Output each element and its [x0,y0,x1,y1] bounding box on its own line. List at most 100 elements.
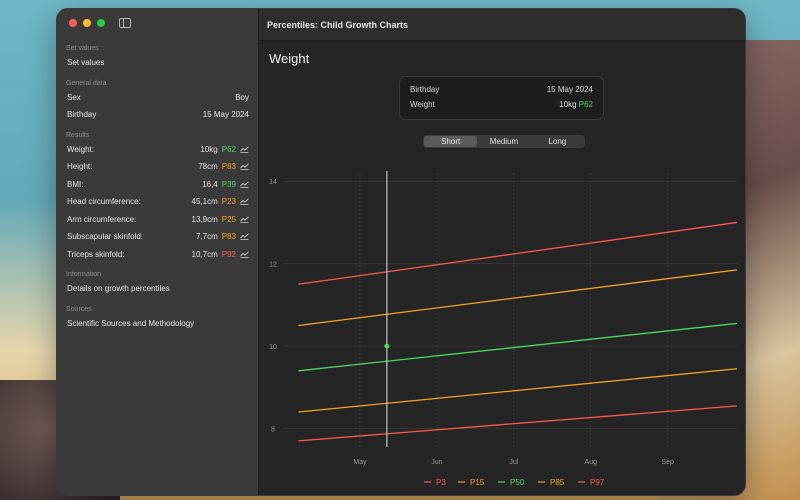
sidebar-item-result[interactable]: Weight: 10kg P62 [57,141,258,159]
info-card: Birthday 15 May 2024 Weight 10kg P62 [399,76,604,120]
results-list: Weight: 10kg P62 Height: 78cm P83 BMI: 16,4 P39 H… [57,141,258,264]
y-tick-label: 12 [269,262,277,269]
sidebar-item-label: Scientific Sources and Methodology [67,318,195,328]
row-value: 15 May 2024 [202,110,249,120]
maximize-window-button[interactable] [97,19,105,27]
result-value: 13,9cm [191,214,218,224]
sidebar-item-result[interactable]: Arm circumference: 13,9cm P25 [57,211,258,229]
x-tick-label: Jun [431,459,442,466]
result-value: 78cm [198,162,218,172]
row-value: Boy [235,92,249,102]
window-title: Percentiles: Child Growth Charts [267,19,409,30]
result-value: 16,4 [202,179,218,189]
result-values: 78cm P83 [198,162,249,171]
measurement-point[interactable] [384,343,390,349]
sidebar-item-sources[interactable]: Scientific Sources and Methodology [57,315,258,333]
result-label: BMI: [67,179,84,189]
row-label: Birthday [67,110,97,120]
result-values: 45,1cm P23 [192,197,249,206]
info-label: Birthday [410,85,440,94]
result-values: 16,4 P39 [202,180,249,189]
result-value: 10,7cm [191,249,218,259]
result-value: 7,7cm [195,232,218,242]
sidebar-item-result[interactable]: Head circumference: 45,1cm P23 [57,193,258,211]
legend-item: P97 [590,478,605,487]
info-label: Weight [410,100,435,109]
legend-item: P50 [510,478,525,487]
percentile-badge: P62 [578,100,593,109]
sidebar-section-set-values: Set values Set values [57,43,258,72]
percentile-line-p50 [298,322,738,372]
sidebar-item-growth-details[interactable]: Details on growth percentiles [57,280,258,298]
result-value: 10kg [200,144,218,154]
chart-line-icon[interactable] [240,146,249,153]
close-window-button[interactable] [69,19,77,27]
section-header: Information [66,271,102,278]
chart-line-icon[interactable] [240,181,249,188]
chart-line-icon[interactable] [240,198,249,206]
legend-item: P85 [550,478,565,487]
percentile-badge: P25 [221,214,236,224]
percentile-line-p85 [298,269,738,327]
percentile-line-p15 [298,368,738,413]
traffic-lights [69,19,105,27]
info-value: 10kg [559,100,577,109]
chart-container: 8 10 12 14 May Jun Jul Aug Sep P3 P15 P50 P85 P97 [259,159,745,495]
chart-line-icon[interactable] [240,233,249,241]
sidebar-item-label: Set values [67,58,105,68]
chart-line-icon[interactable] [240,216,249,223]
minimize-window-button[interactable] [83,19,91,27]
info-card-birthday-row: Birthday 15 May 2024 [410,82,593,97]
sidebar-item-birthday[interactable]: Birthday 15 May 2024 [57,106,258,124]
result-label: Triceps skinfold: [67,249,125,259]
sidebar-item-result[interactable]: Height: 78cm P83 [57,158,258,176]
page-title: Weight [269,51,310,66]
result-label: Height: [67,162,93,172]
x-tick-label: May [353,459,367,466]
info-card-weight-row: Weight 10kg P62 [410,97,593,112]
sidebar-item-label: Details on growth percentiles [67,284,170,294]
result-values: 13,9cm P25 [192,215,249,224]
title-bar: Percentiles: Child Growth Charts [259,9,745,41]
x-tick-label: Jul [509,459,518,466]
result-values: 7,7cm P83 [196,232,249,241]
app-window: Set values Set values General data Sex B… [56,8,746,496]
segment-short[interactable]: Short [424,136,478,147]
x-tick-label: Aug [585,459,598,466]
info-value: 15 May 2024 [546,85,593,94]
sidebar: Set values Set values General data Sex B… [57,9,259,495]
growth-chart[interactable]: 8 10 12 14 May Jun Jul Aug Sep P3 P15 P50 P85 P97 [259,159,745,495]
sidebar-section-information: Information Details on growth percentile… [57,269,258,298]
percentile-badge: P83 [221,232,236,242]
info-value-group: 10kg P62 [559,97,593,112]
percentile-badge: P39 [221,179,236,189]
result-label: Weight: [67,144,94,154]
sidebar-item-result[interactable]: Triceps skinfold: 10,7cm P92 [57,246,258,264]
sidebar-section-general: General data Sex Boy Birthday 15 May 202… [57,78,258,124]
result-values: 10,7cm P92 [192,250,249,259]
main-panel: Percentiles: Child Growth Charts Weight … [259,9,745,495]
sidebar-item-set-values[interactable]: Set values [57,54,258,72]
result-values: 10kg P62 [200,145,249,154]
segment-long[interactable]: Long [548,137,567,146]
sidebar-toggle-icon[interactable] [119,18,131,28]
result-label: Arm circumference: [67,214,137,224]
sidebar-content: Set values Set values General data Sex B… [57,43,258,338]
sidebar-item-sex[interactable]: Sex Boy [57,89,258,107]
percentile-line-p97 [298,221,738,285]
legend-item: P15 [470,478,485,487]
percentile-badge: P83 [221,162,236,172]
x-tick-label: Sep [662,459,675,466]
chart-line-icon[interactable] [240,251,249,258]
chart-line-icon[interactable] [240,163,249,171]
percentile-badge: P92 [221,249,236,259]
y-tick-label: 14 [269,179,277,186]
segment-medium[interactable]: Medium [489,137,519,146]
range-segmented-control: Short Medium Long [423,135,585,148]
result-value: 45,1cm [191,197,218,207]
sidebar-item-result[interactable]: Subscapular skinfold: 7,7cm P83 [57,228,258,246]
percentile-line-p3 [298,405,738,442]
result-label: Head circumference: [67,197,141,207]
sidebar-item-result[interactable]: BMI: 16,4 P39 [57,176,258,194]
section-header: Sources [66,305,92,313]
